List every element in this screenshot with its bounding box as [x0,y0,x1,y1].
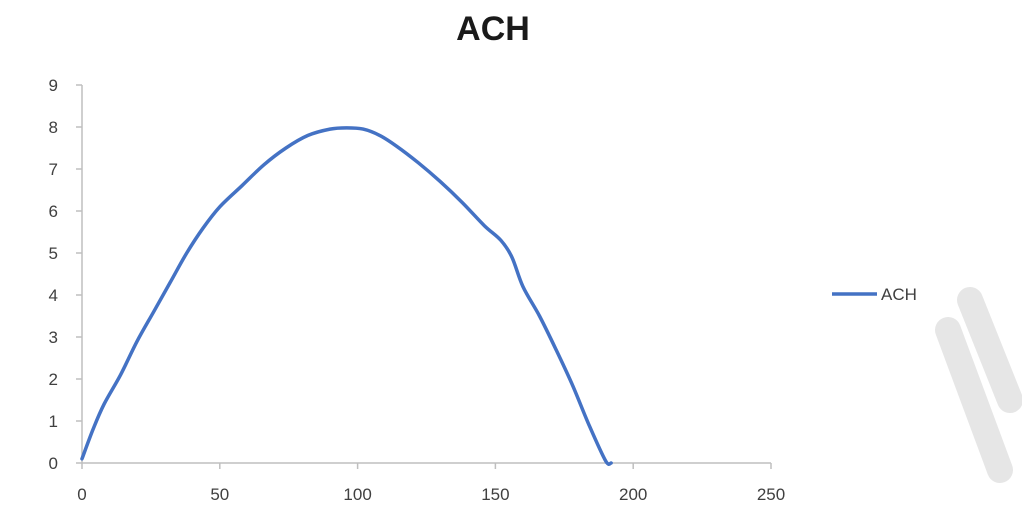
x-tick-label: 200 [619,485,647,504]
watermark-stroke [957,287,1022,413]
x-axis-ticks: 0 50 100 150 200 250 [77,463,785,504]
x-tick-label: 150 [481,485,509,504]
y-tick-label: 9 [49,76,58,95]
y-axis-ticks: 0 1 2 3 4 5 6 7 8 9 [49,76,82,473]
y-tick-label: 5 [49,244,58,263]
y-tick-label: 2 [49,370,58,389]
y-tick-label: 0 [49,454,58,473]
y-tick-label: 4 [49,286,58,305]
x-tick-label: 0 [77,485,86,504]
y-tick-label: 3 [49,328,58,347]
series-line-ach [80,126,613,466]
y-tick-label: 8 [49,118,58,137]
x-tick-label: 50 [210,485,229,504]
series-layer [80,126,613,466]
watermark-stroke [935,317,1013,483]
legend-label-ach: ACH [881,285,917,304]
x-tick-label: 250 [757,485,785,504]
x-tick-label: 100 [343,485,371,504]
y-tick-label: 1 [49,412,58,431]
legend: ACH [832,285,917,304]
y-tick-label: 7 [49,160,58,179]
y-tick-label: 6 [49,202,58,221]
chart-title: ACH [456,10,530,48]
